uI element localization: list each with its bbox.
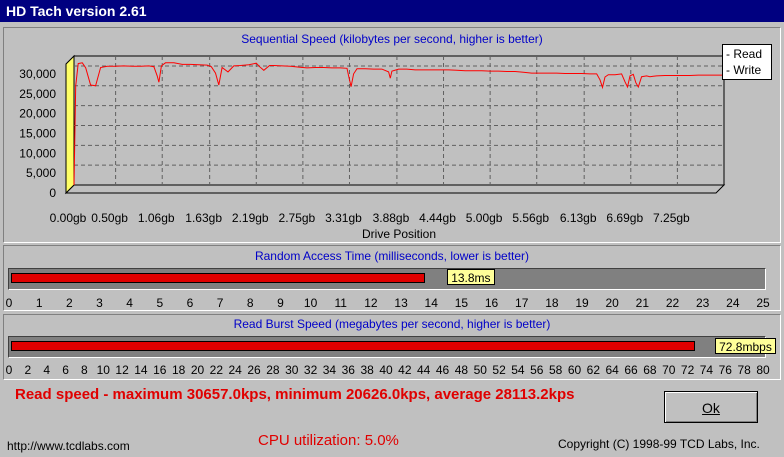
burst-speed-bar <box>11 341 696 351</box>
scale-tick: 66 <box>624 363 638 377</box>
scale-tick: 78 <box>737 363 751 377</box>
scale-tick: 23 <box>695 296 710 310</box>
website-link[interactable]: http://www.tcdlabs.com <box>7 439 130 453</box>
scale-tick: 54 <box>511 363 525 377</box>
scale-tick: 8 <box>246 296 254 310</box>
chart-legend: - Read - Write <box>722 44 772 80</box>
scale-tick: 20 <box>190 363 205 377</box>
scale-tick: 72 <box>680 363 695 377</box>
scale-tick: 52 <box>492 363 506 377</box>
read-speed-summary: Read speed - maximum 30657.0kps, minimum… <box>15 386 575 403</box>
scale-tick: 4 <box>126 296 133 310</box>
scale-tick: 36 <box>341 363 355 377</box>
scale-tick: 12 <box>364 296 378 310</box>
scale-tick: 21 <box>635 296 650 310</box>
scale-tick: 22 <box>665 296 680 310</box>
scale-tick: 62 <box>586 363 601 377</box>
scale-tick: 24 <box>726 296 740 310</box>
scale-tick: 11 <box>334 296 347 310</box>
scale-tick: 48 <box>454 363 469 377</box>
scale-tick: 18 <box>171 363 186 377</box>
scale-tick: 68 <box>643 363 657 377</box>
random-access-value: 13.8ms <box>447 269 495 285</box>
scale-tick: 0 <box>5 363 13 377</box>
random-access-title: Random Access Time (milliseconds, lower … <box>254 249 530 263</box>
scale-tick: 8 <box>81 363 88 377</box>
scale-tick: 4 <box>43 363 51 377</box>
scale-tick: 30 <box>285 363 299 377</box>
scale-tick: 56 <box>530 363 544 377</box>
scale-tick: 7 <box>216 296 224 310</box>
scale-tick: 60 <box>567 363 582 377</box>
scale-tick: 3 <box>96 296 103 310</box>
sequential-speed-panel: Sequential Speed (kilobytes per second, … <box>3 27 781 243</box>
scale-tick: 14 <box>134 363 148 377</box>
scale-tick: 0 <box>5 296 13 310</box>
scale-tick: 18 <box>545 296 559 310</box>
scale-tick: 40 <box>379 363 393 377</box>
scale-tick: 10 <box>96 363 110 377</box>
scale-tick: 6 <box>62 363 69 377</box>
random-access-bar <box>11 273 426 283</box>
scale-tick: 38 <box>360 363 374 377</box>
scale-tick: 22 <box>209 363 224 377</box>
window-title: HD Tach version 2.61 <box>0 0 784 22</box>
scale-tick: 1 <box>35 296 43 310</box>
scale-tick: 76 <box>718 363 732 377</box>
scale-tick: 16 <box>153 363 167 377</box>
scale-tick: 70 <box>662 363 676 377</box>
scale-tick: 20 <box>605 296 619 310</box>
scale-tick: 19 <box>575 296 589 310</box>
scale-tick: 42 <box>398 363 412 377</box>
scale-tick: 2 <box>65 296 73 310</box>
scale-tick: 50 <box>473 363 487 377</box>
scale-tick: 34 <box>322 363 337 377</box>
sequential-speed-title: Sequential Speed (kilobytes per second, … <box>241 32 543 46</box>
scale-tick: 74 <box>699 363 714 377</box>
burst-speed-value: 72.8mbps <box>715 338 776 354</box>
legend-read: - Read <box>726 47 763 61</box>
scale-tick: 17 <box>515 296 529 310</box>
scale-tick: 13 <box>394 296 408 310</box>
copyright-text: Copyright (C) 1998-99 TCD Labs, Inc. <box>558 437 760 451</box>
burst-speed-title: Read Burst Speed (megabytes per second, … <box>233 317 551 331</box>
scale-tick: 46 <box>435 363 450 377</box>
scale-tick: 64 <box>605 363 619 377</box>
legend-write: - Write <box>726 63 762 77</box>
scale-tick: 14 <box>424 296 438 310</box>
scale-tick: 80 <box>756 363 770 377</box>
scale-tick: 26 <box>247 363 261 377</box>
ok-button[interactable]: Ok <box>664 391 758 423</box>
scale-tick: 5 <box>156 296 164 310</box>
scale-tick: 10 <box>303 296 318 310</box>
scale-tick: 16 <box>484 296 499 310</box>
scale-tick: 24 <box>228 363 242 377</box>
scale-tick: 6 <box>186 296 194 310</box>
scale-tick: 44 <box>417 363 431 377</box>
scale-tick: 2 <box>24 363 32 377</box>
scale-tick: 25 <box>756 296 770 310</box>
burst-speed-panel: Read Burst Speed (megabytes per second, … <box>3 314 781 380</box>
scale-tick: 15 <box>454 296 469 310</box>
cpu-utilization: CPU utilization: 5.0% <box>258 432 399 449</box>
random-access-panel: Random Access Time (milliseconds, lower … <box>3 245 781 311</box>
scale-tick: 12 <box>115 363 129 377</box>
scale-tick: 9 <box>277 296 284 310</box>
scale-tick: 58 <box>548 363 563 377</box>
scale-tick: 32 <box>303 363 318 377</box>
scale-tick: 28 <box>266 363 280 377</box>
